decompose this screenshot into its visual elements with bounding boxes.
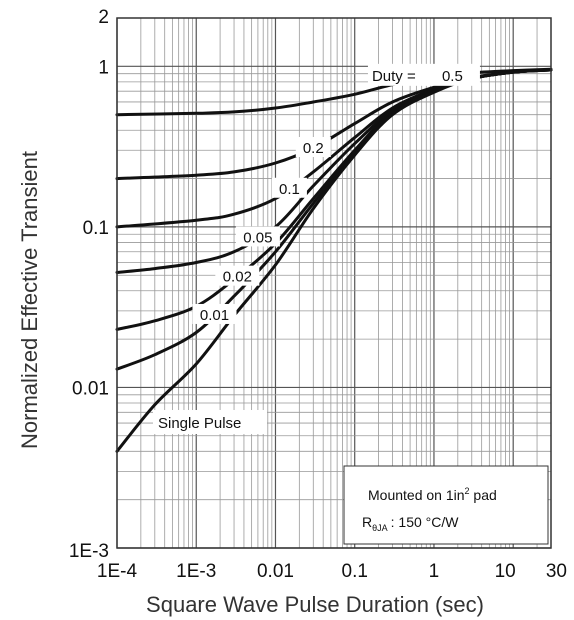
- duty-prefix-label: Duty =: [372, 68, 416, 85]
- curve-labels: Duty = 0.5 0.2 0.1 0.05 0.02 0.01 Single Pulse: [153, 63, 480, 434]
- series-label-bg: [271, 177, 307, 198]
- x-tick-label: 10: [495, 561, 516, 582]
- y-tick-label: 1: [98, 57, 109, 78]
- series-label-bg: [192, 303, 237, 324]
- series-label: Single Pulse: [158, 415, 241, 432]
- mounting-note-line2: RθJA: 150 °C/W: [362, 514, 459, 533]
- x-axis-title: Square Wave Pulse Duration (sec): [146, 592, 484, 617]
- grid-lines: [116, 17, 552, 549]
- thermal-resistance-subscript: θJA: [372, 523, 388, 533]
- y-tick-label: 2: [98, 7, 109, 28]
- plot-frame: [116, 17, 552, 549]
- mounting-note-line1: Mounted on 1in2 pad: [368, 486, 497, 503]
- mounting-note-prefix: Mounted on 1in: [368, 487, 465, 503]
- y-tick-label: 0.01: [72, 378, 109, 399]
- x-tick-label: 1: [429, 561, 440, 582]
- series-label: 0.01: [200, 307, 229, 324]
- series-label: 0.05: [243, 229, 272, 246]
- series-label-bg: [235, 226, 280, 247]
- series-label-bg: [215, 265, 260, 286]
- series-label: 0.1: [279, 181, 300, 198]
- series-label: 0.2: [303, 140, 324, 157]
- series-line-0: [115, 67, 553, 117]
- thermal-resistance-value: : 150 °C/W: [391, 514, 460, 530]
- x-tick-label: 1E-4: [97, 561, 138, 582]
- mounting-note-box: Mounted on 1in2 pad RθJA: 150 °C/W: [343, 465, 549, 545]
- x-tick-label: 0.01: [257, 561, 294, 582]
- series-label: 0.5: [442, 68, 463, 85]
- mounting-note-sup: 2: [465, 486, 470, 496]
- series-label-bg: [295, 136, 331, 157]
- y-tick-label: 0.1: [83, 218, 109, 239]
- x-tick-label: 1E-3: [176, 561, 216, 582]
- mounting-note-suffix: pad: [470, 487, 497, 503]
- y-axis-title: Normalized Effective Transient: [17, 151, 42, 449]
- single-pulse-label-bg: [153, 410, 267, 434]
- x-tick-label: 30: [546, 561, 567, 582]
- x-tick-label: 0.1: [342, 561, 368, 582]
- series-label: 0.02: [223, 269, 252, 286]
- mounting-note-frame: [343, 465, 549, 545]
- duty-label-bg: [367, 63, 480, 86]
- thermal-resistance-symbol: R: [362, 514, 372, 530]
- y-tick-label: 1E-3: [69, 541, 109, 562]
